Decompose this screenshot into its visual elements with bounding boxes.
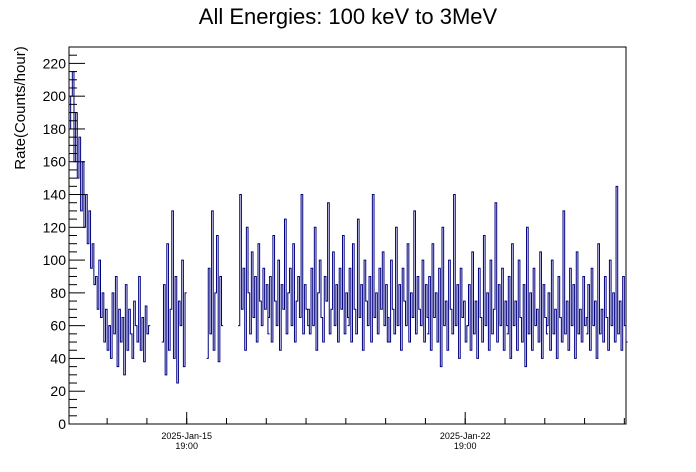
y-tick-label: 140 — [43, 187, 67, 203]
data-series-segment — [161, 210, 187, 384]
x-tick-date: 2025-Jan-22 — [440, 431, 491, 441]
y-tick-label: 20 — [50, 383, 66, 399]
y-tick-label: 220 — [43, 55, 67, 71]
y-axis: 0 20 40 60 80 100 120 140 160 180 200 220 — [43, 46, 85, 432]
y-tick-label: 80 — [50, 285, 66, 301]
series-layer — [69, 71, 628, 384]
x-tick-date: 2025-Jan-15 — [161, 431, 212, 441]
y-tick-label: 120 — [43, 219, 67, 235]
data-series-segment — [307, 202, 350, 351]
data-series-segment — [466, 202, 509, 359]
y-tick-label: 60 — [50, 318, 66, 334]
data-series-segment — [586, 185, 628, 359]
data-series-segment — [387, 210, 429, 351]
data-series-segment — [267, 194, 310, 351]
y-tick-label: 180 — [43, 121, 67, 137]
data-series-segment — [108, 275, 151, 376]
data-series-segment — [347, 194, 389, 351]
data-series-segment — [427, 194, 469, 368]
data-series-segment — [238, 194, 270, 351]
data-series-segment — [506, 226, 549, 368]
chart-title: All Energies: 100 keV to 3MeV — [199, 4, 498, 29]
plot-frame — [68, 46, 627, 425]
x-tick-time: 19:00 — [175, 441, 198, 451]
y-tick-label: 200 — [43, 88, 67, 104]
y-tick-label: 40 — [50, 350, 66, 366]
y-tick-label: 160 — [43, 154, 67, 170]
data-series-segment — [206, 210, 224, 363]
y-axis-label: Rate(Counts/hour) — [12, 46, 29, 169]
y-tick-label: 100 — [43, 252, 67, 268]
y-tick-label: 0 — [58, 416, 66, 432]
x-tick-time: 19:00 — [454, 441, 477, 451]
data-series-segment — [546, 210, 588, 359]
